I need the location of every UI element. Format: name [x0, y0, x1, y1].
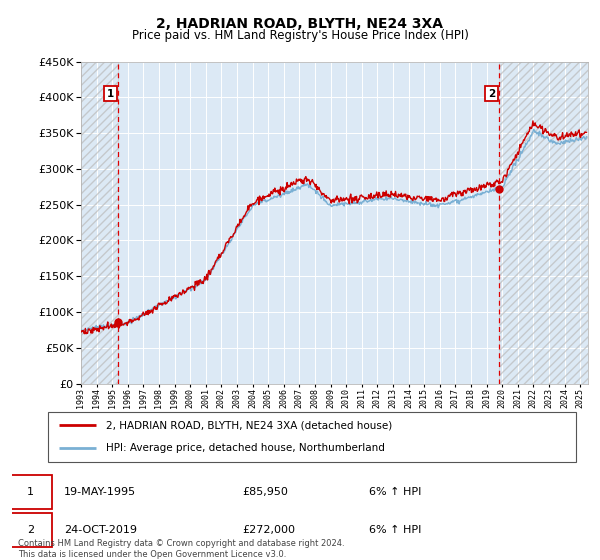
- FancyBboxPatch shape: [48, 412, 576, 462]
- Text: 6% ↑ HPI: 6% ↑ HPI: [369, 525, 421, 535]
- Text: 1: 1: [107, 89, 114, 99]
- Text: 24-OCT-2019: 24-OCT-2019: [64, 525, 137, 535]
- Text: £272,000: £272,000: [242, 525, 295, 535]
- FancyBboxPatch shape: [9, 474, 52, 509]
- Text: 2, HADRIAN ROAD, BLYTH, NE24 3XA: 2, HADRIAN ROAD, BLYTH, NE24 3XA: [157, 17, 443, 31]
- Bar: [81, 62, 118, 384]
- FancyBboxPatch shape: [9, 513, 52, 548]
- Text: HPI: Average price, detached house, Northumberland: HPI: Average price, detached house, Nort…: [106, 444, 385, 454]
- Text: 1: 1: [27, 487, 34, 497]
- Text: 19-MAY-1995: 19-MAY-1995: [64, 487, 136, 497]
- Text: Contains HM Land Registry data © Crown copyright and database right 2024.
This d: Contains HM Land Registry data © Crown c…: [18, 539, 344, 559]
- Text: £85,950: £85,950: [242, 487, 288, 497]
- Text: 2, HADRIAN ROAD, BLYTH, NE24 3XA (detached house): 2, HADRIAN ROAD, BLYTH, NE24 3XA (detach…: [106, 420, 392, 430]
- Text: 2: 2: [27, 525, 34, 535]
- Text: 2: 2: [488, 89, 495, 99]
- Text: 6% ↑ HPI: 6% ↑ HPI: [369, 487, 421, 497]
- Text: Price paid vs. HM Land Registry's House Price Index (HPI): Price paid vs. HM Land Registry's House …: [131, 29, 469, 42]
- Bar: [499, 62, 588, 384]
